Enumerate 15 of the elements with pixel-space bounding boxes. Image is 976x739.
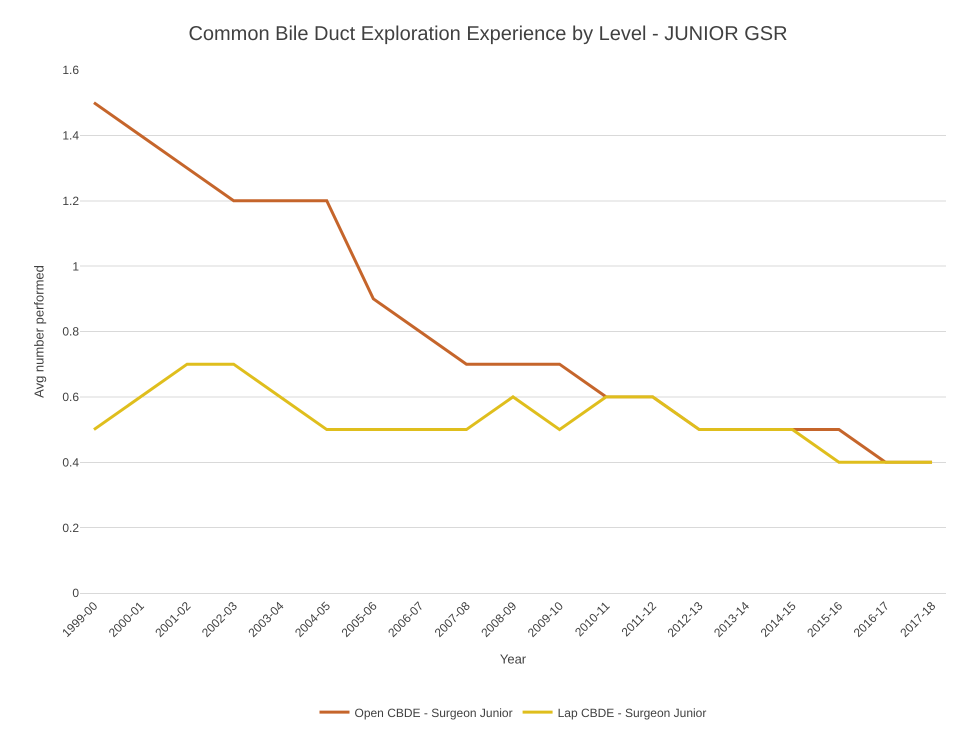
y-tick-label: 1.6 <box>62 63 80 78</box>
y-tick-label: 1.4 <box>62 128 80 143</box>
line-series <box>92 362 934 464</box>
y-tick-label: 0.8 <box>62 324 80 339</box>
legend-label: Open CBDE - Surgeon Junior <box>354 706 513 720</box>
y-tick-label: 1 <box>72 259 80 274</box>
y-tick-label: 1.2 <box>62 194 80 208</box>
y-axis-title: Avg number performed <box>31 265 46 398</box>
legend-label: Lap CBDE - Surgeon Junior <box>558 706 706 720</box>
y-tick-label: 0.2 <box>62 520 80 535</box>
y-tick-label: 0.4 <box>62 455 80 470</box>
y-tick-label: 0 <box>72 586 80 600</box>
x-axis-title: Year <box>500 652 527 667</box>
y-tick-label: 0.6 <box>62 390 80 404</box>
chart-title: Common Bile Duct Exploration Experience by Level - JUNIOR GSR <box>188 22 788 45</box>
